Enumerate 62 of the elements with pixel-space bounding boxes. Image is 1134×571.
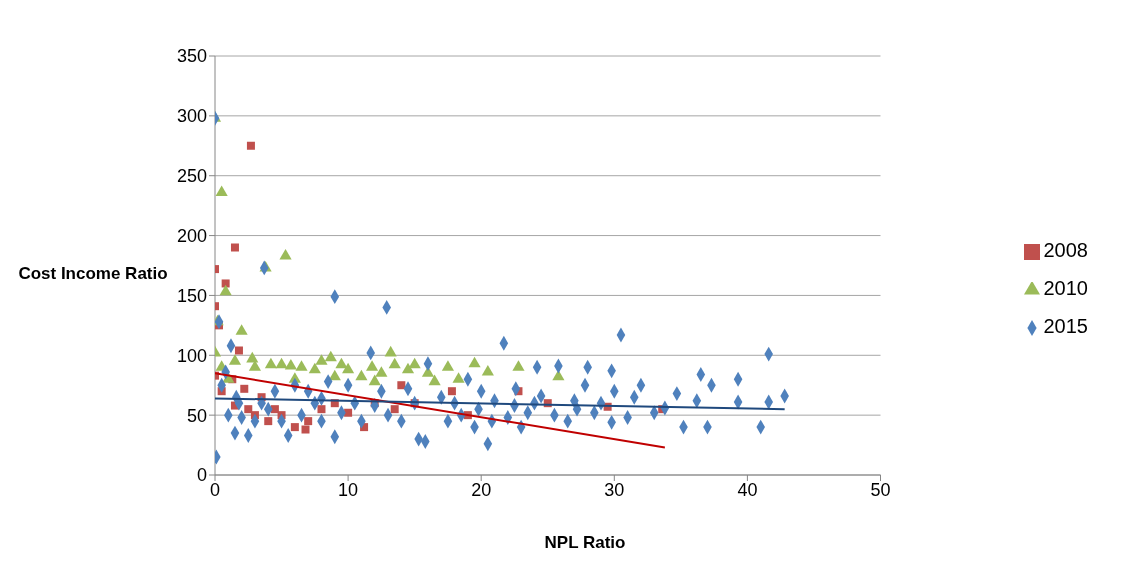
y-tick-label: 50 (186, 405, 207, 426)
point (401, 362, 415, 374)
point (235, 324, 248, 335)
point (295, 360, 308, 371)
point (390, 405, 399, 414)
y-axis-title: Cost Income Ratio (18, 264, 168, 284)
x-tick-label: 30 (604, 479, 625, 500)
point (388, 357, 401, 369)
point (384, 345, 397, 357)
y-tick-label: 150 (176, 285, 207, 306)
point (375, 366, 388, 377)
point (230, 243, 239, 252)
x-axis-title: NPL Ratio (543, 533, 627, 553)
point (368, 374, 381, 386)
point (234, 346, 243, 355)
y-tick-label: 200 (176, 225, 207, 246)
point (290, 423, 299, 432)
point (365, 360, 379, 371)
point (344, 408, 353, 417)
legend-label: 2015 (1043, 315, 1088, 337)
y-tick-label: 100 (176, 345, 207, 366)
point (481, 365, 494, 376)
point (240, 384, 249, 393)
point (284, 359, 297, 370)
y-tick-label: 0 (196, 465, 207, 486)
point (221, 279, 230, 288)
point (244, 405, 253, 414)
x-tick-label: 50 (870, 479, 891, 500)
point (248, 360, 262, 371)
point (441, 360, 454, 371)
y-tick-label: 300 (176, 106, 207, 127)
legend-label: 2008 (1043, 239, 1088, 261)
point (304, 417, 313, 426)
legend-label: 2010 (1043, 277, 1088, 299)
point (270, 405, 279, 414)
point (246, 351, 259, 363)
point (447, 387, 456, 396)
point (301, 425, 310, 434)
y-tick-label: 250 (176, 166, 207, 187)
point (308, 362, 321, 374)
y-tick-label: 350 (176, 46, 207, 67)
point (468, 356, 481, 368)
x-tick-label: 0 (209, 479, 221, 500)
point (342, 362, 355, 374)
point (228, 354, 242, 365)
x-tick-label: 10 (338, 479, 359, 500)
point (512, 360, 525, 371)
point (279, 248, 292, 260)
point (428, 374, 441, 386)
x-tick-label: 40 (737, 479, 758, 500)
point (324, 350, 337, 362)
point (397, 381, 406, 390)
point (275, 357, 288, 369)
x-tick-label: 20 (471, 479, 492, 500)
point (315, 354, 328, 365)
point (264, 357, 277, 369)
point (355, 369, 368, 381)
point (215, 185, 228, 196)
point (317, 405, 326, 414)
point (452, 372, 465, 383)
point (219, 284, 232, 296)
point (264, 417, 273, 426)
